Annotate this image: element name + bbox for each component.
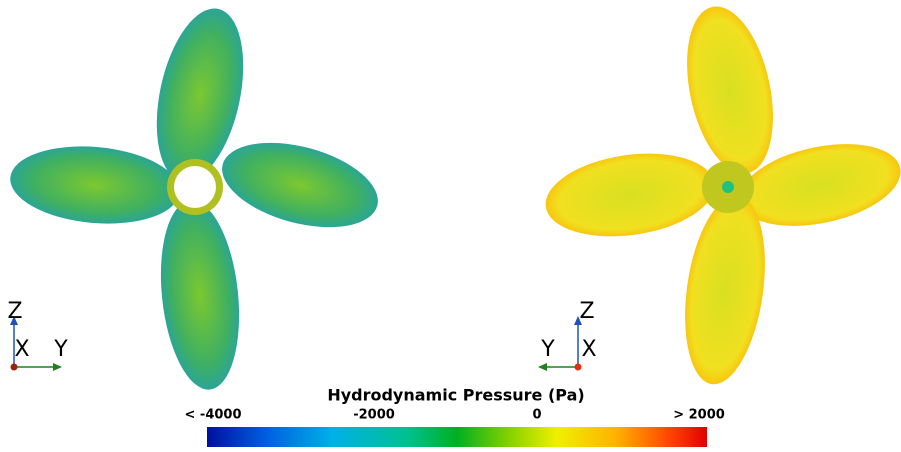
colorbar-label: -2000 [353,408,395,423]
axis-label: Y [540,337,555,362]
left-propeller [7,1,387,394]
axis-label: Y [53,337,68,362]
right-propeller [540,0,901,389]
left-axis-triad: Z X Y [7,299,68,371]
axis-label: X [14,337,29,362]
right-axis-triad: Z Y X [538,299,597,371]
colorbar-gradient [207,427,707,447]
colorbar-label: > 2000 [673,408,725,423]
axis-label: Z [579,299,594,324]
axis-label: X [581,337,596,362]
page: Z X Y Z Y X Hydrodynamic Pressure (Pa) <… [0,0,901,452]
colorbar-title: Hydrodynamic Pressure (Pa) [327,386,584,405]
scene: Z X Y Z Y X Hydrodynamic Pressure (Pa) <… [0,0,901,452]
axis-label: Z [7,299,22,324]
colorbar-label: 0 [532,408,541,423]
colorbar: Hydrodynamic Pressure (Pa) < -4000 -2000… [185,386,725,448]
colorbar-label: < -4000 [185,408,242,423]
